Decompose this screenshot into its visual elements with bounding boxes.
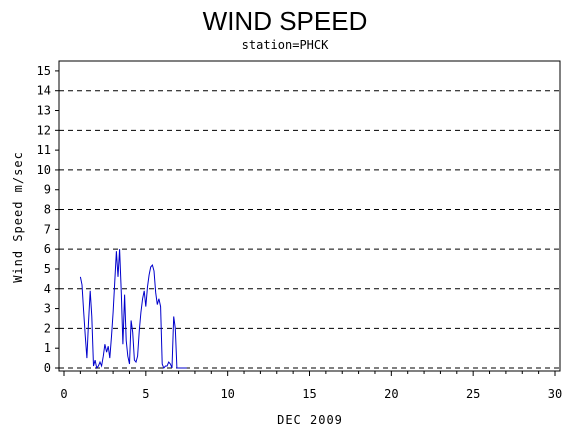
x-tick-label: 20: [384, 387, 398, 401]
y-tick-label: 0: [44, 361, 51, 375]
grid-lines: [59, 90, 560, 369]
x-tick-label: 5: [142, 387, 149, 401]
y-tick-label: 4: [44, 282, 51, 296]
y-tick-label: 15: [37, 64, 51, 78]
y-tick-label: 12: [37, 123, 51, 137]
x-axis-label: DEC 2009: [277, 413, 343, 427]
y-tick-label: 7: [44, 222, 51, 236]
y-tick-label: 6: [44, 242, 51, 256]
x-tick-label: 30: [548, 387, 562, 401]
y-axis-label: Wind Speed m/sec: [11, 151, 25, 283]
y-tick-label: 11: [37, 143, 51, 157]
chart-subtitle: station=PHCK: [242, 38, 329, 52]
chart-title: WIND SPEED: [203, 6, 368, 36]
y-tick-label: 2: [44, 321, 51, 335]
x-tick-label: 10: [220, 387, 234, 401]
y-tick-label: 3: [44, 302, 51, 316]
y-tick-label: 14: [37, 84, 51, 98]
wind-speed-line: [79, 249, 187, 370]
x-tick-label: 0: [60, 387, 67, 401]
series-layer: [79, 249, 187, 370]
y-tick-label: 1: [44, 341, 51, 355]
y-tick-label: 10: [37, 163, 51, 177]
x-tick-label: 15: [302, 387, 316, 401]
plot-frame: [58, 60, 561, 372]
y-tick-label: 5: [44, 262, 51, 276]
y-tick-label: 13: [37, 104, 51, 118]
x-axis: 0 5 10 15 20 25 30: [60, 371, 562, 401]
x-tick-label: 25: [466, 387, 480, 401]
y-tick-label: 8: [44, 203, 51, 217]
y-tick-label: 9: [44, 183, 51, 197]
